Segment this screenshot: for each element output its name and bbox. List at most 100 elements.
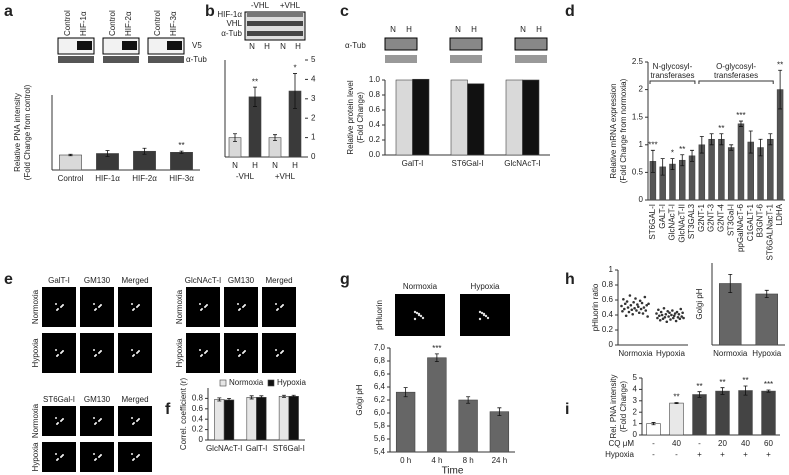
micrograph-spot (206, 350, 208, 352)
point (639, 307, 643, 311)
bar (489, 411, 510, 453)
legend-swatch (267, 379, 275, 387)
micrograph (80, 333, 114, 373)
significance-label: *** (736, 111, 745, 120)
x-row-value: 20 (718, 439, 727, 448)
error-bar (466, 396, 471, 404)
blot (449, 37, 483, 51)
row-label: α-Tub (186, 55, 207, 64)
micrograph (118, 333, 152, 373)
error-bar (68, 153, 73, 157)
bar (737, 123, 745, 201)
x-tick-label: ST6GALNacT-1 (765, 203, 774, 260)
error-bar (764, 289, 769, 299)
micrograph-spot (199, 303, 201, 305)
lane-label: N (280, 42, 286, 51)
lane-label: N (455, 25, 461, 34)
point (634, 297, 637, 300)
y-tick-label: 0.6 (602, 295, 614, 304)
x-row-value: + (766, 450, 771, 459)
x-tick-label: G2NT-3 (707, 203, 716, 232)
micrograph (42, 287, 76, 327)
y-tick-label: 6,6 (374, 369, 386, 378)
micrograph (42, 333, 76, 373)
micrograph-spot (417, 312, 421, 316)
micrograph-spot (95, 308, 97, 310)
micrograph-spot (57, 422, 59, 424)
error-bar (697, 391, 702, 398)
micrograph-spot (206, 304, 208, 306)
error-bar (699, 136, 704, 154)
error-bar (253, 86, 257, 107)
bar (59, 154, 82, 171)
panel-label: i (565, 401, 569, 418)
y-tick-label: 0.6 (192, 404, 204, 413)
bar (738, 390, 753, 436)
y-tick-label: 2 (311, 113, 316, 122)
bar (715, 390, 730, 436)
bar (679, 159, 686, 201)
y-tick-label: 1 (311, 133, 316, 142)
legend-label: Normoxia (229, 378, 264, 387)
group-label: O-glycosyl- (716, 62, 756, 71)
error-bar (403, 387, 408, 398)
error-bar (660, 158, 665, 176)
x-row-value: 40 (741, 439, 750, 448)
image-column-label: GM130 (84, 395, 111, 404)
lane-label: HIF-1α (79, 11, 88, 36)
error-bar (259, 395, 264, 400)
micrograph (80, 287, 114, 327)
y-axis-label: (Fold Change) (619, 381, 628, 432)
x-row-value: + (697, 450, 702, 459)
lane-label: H (295, 42, 301, 51)
blot-band (122, 41, 137, 50)
error-bar (719, 133, 724, 146)
error-bar (720, 387, 725, 395)
x-tick-label: 4 h (431, 456, 442, 465)
point (661, 317, 665, 321)
micrograph-spot (282, 304, 284, 306)
error-bar (105, 150, 110, 157)
x-tick-label: HIF-3α (169, 174, 194, 183)
legend-label: Hypoxia (277, 378, 306, 387)
x-tick-label: GlcNAcT-II (677, 204, 686, 243)
point (658, 314, 661, 318)
row-label: V5 (192, 41, 202, 50)
x-row-label: Hypoxia (605, 450, 634, 459)
micrograph-spot (93, 453, 95, 455)
image-column-label: Merged (121, 395, 148, 404)
blot-band (77, 41, 92, 50)
micrograph-spot (95, 354, 97, 356)
lane-label: N (249, 42, 255, 51)
micrograph-spot (93, 417, 95, 419)
point (621, 309, 624, 313)
group-label: transferases (650, 71, 694, 80)
y-tick-label: 2 (633, 407, 638, 416)
micrograph-spot (131, 349, 133, 351)
micrograph-spot (133, 458, 135, 460)
row-label: VHL (226, 19, 242, 28)
bar (170, 152, 193, 171)
micrograph-spot (275, 303, 277, 305)
y-axis-label: (Fold Change from control) (23, 84, 32, 180)
point (682, 316, 685, 320)
point (673, 312, 677, 315)
error-bar (670, 158, 675, 171)
point (655, 312, 658, 315)
point (677, 312, 681, 316)
x-tick-label: ppGalNAcT-6 (736, 203, 745, 252)
x-tick-label: Normoxia (618, 349, 653, 358)
point (624, 314, 628, 318)
x-tick-label: ST6Gal-I (273, 444, 305, 453)
micrograph-spot (100, 454, 102, 456)
x-tick-label: C1GALT-1 (746, 203, 755, 241)
panel-label: g (340, 271, 350, 288)
y-tick-label: 0.4 (192, 414, 204, 423)
y-axis-label: Relative protein level (346, 80, 355, 154)
y-tick-label: 0.2 (192, 425, 204, 434)
micrograph (262, 287, 296, 327)
panel-label: f (165, 401, 171, 418)
micrograph-spot (138, 418, 140, 420)
significance-label: ** (742, 376, 748, 385)
